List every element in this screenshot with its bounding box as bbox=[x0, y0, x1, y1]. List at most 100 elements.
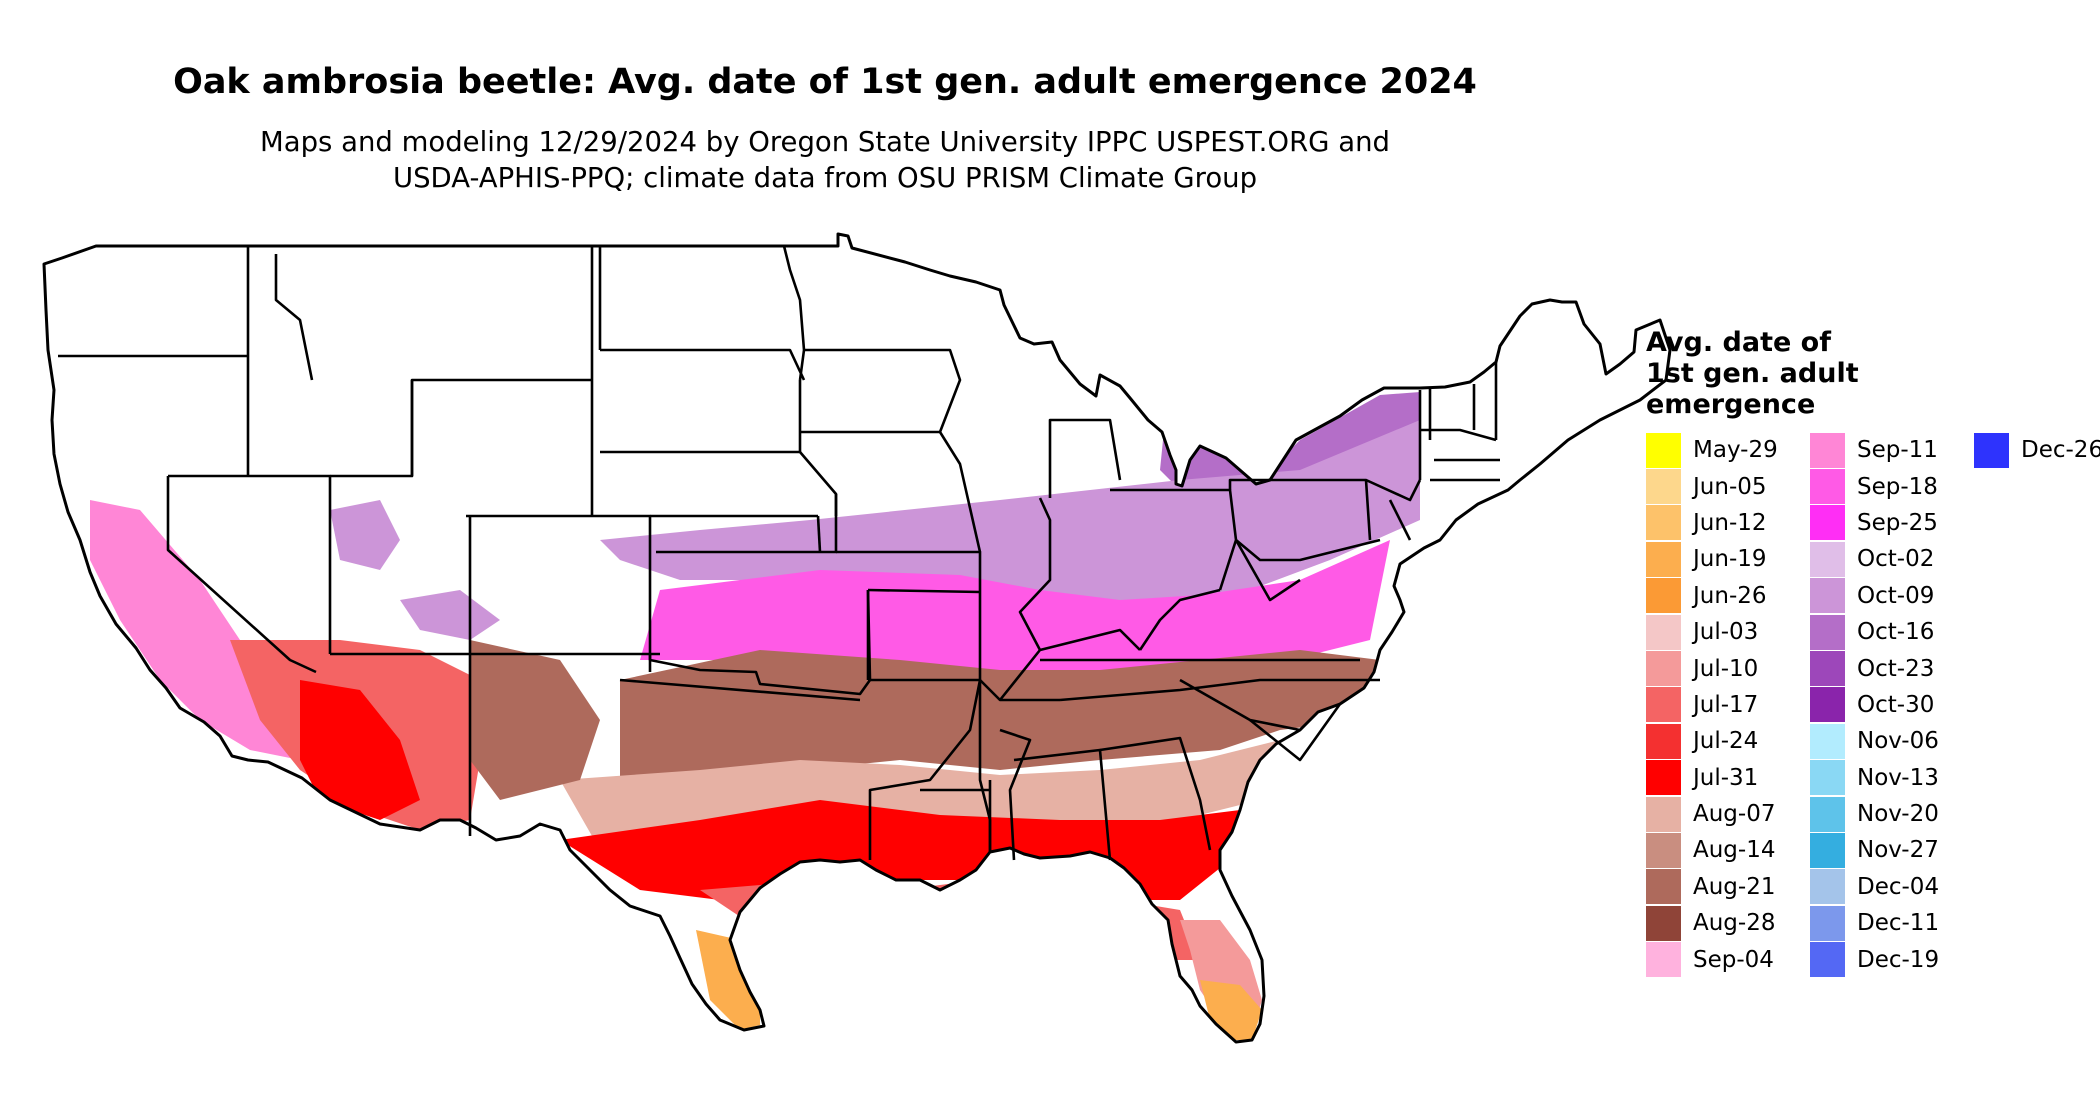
legend-label: Dec-26 bbox=[2021, 437, 2100, 464]
legend-item: Sep-04 bbox=[1646, 941, 1810, 978]
legend-item: Jul-03 bbox=[1646, 614, 1810, 650]
legend-swatch bbox=[1646, 432, 1681, 468]
legend-item: Dec-19 bbox=[1810, 941, 1974, 978]
legend-label: Sep-11 bbox=[1857, 437, 1938, 464]
legend-swatch bbox=[1810, 869, 1845, 905]
legend-item: Jun-26 bbox=[1646, 578, 1810, 614]
legend-item: Nov-20 bbox=[1810, 796, 1974, 832]
legend-swatch bbox=[1810, 942, 1845, 978]
legend-label: Dec-11 bbox=[1857, 910, 1940, 937]
legend-swatch bbox=[1810, 578, 1845, 614]
legend-item: May-29 bbox=[1646, 432, 1810, 468]
legend-swatch bbox=[1810, 723, 1845, 759]
legend-swatch bbox=[1646, 651, 1681, 687]
legend-swatch bbox=[1646, 687, 1681, 723]
subtitle-line-1: Maps and modeling 12/29/2024 by Oregon S… bbox=[260, 126, 1390, 158]
legend-item: Oct-16 bbox=[1810, 614, 1974, 650]
state-borders bbox=[58, 245, 1500, 861]
legend-swatch bbox=[1646, 942, 1681, 978]
legend-item: Jun-05 bbox=[1646, 468, 1810, 505]
legend-label: Jun-26 bbox=[1693, 582, 1767, 609]
legend-item: Aug-21 bbox=[1646, 869, 1810, 905]
legend-label: Oct-02 bbox=[1857, 546, 1935, 573]
legend-swatch bbox=[1646, 469, 1681, 505]
legend-swatch bbox=[1810, 505, 1845, 541]
legend-swatch bbox=[1810, 687, 1845, 723]
legend-label: Aug-07 bbox=[1693, 801, 1776, 828]
legend-item: Dec-04 bbox=[1810, 869, 1974, 905]
legend-item: Aug-28 bbox=[1646, 905, 1810, 941]
legend-item: Jul-17 bbox=[1646, 687, 1810, 723]
legend-label: Jul-03 bbox=[1693, 619, 1759, 646]
legend-swatch bbox=[1974, 432, 2009, 468]
legend-item: Sep-18 bbox=[1810, 468, 1974, 505]
legend-swatch bbox=[1646, 905, 1681, 941]
legend-label: Oct-16 bbox=[1857, 619, 1935, 646]
legend-label: May-29 bbox=[1693, 437, 1778, 464]
legend-swatch bbox=[1646, 832, 1681, 868]
legend-swatch bbox=[1810, 541, 1845, 577]
legend-label: Oct-09 bbox=[1857, 582, 1935, 609]
legend-title-line-2: 1st gen. adult bbox=[1646, 358, 1859, 389]
legend-column: Sep-11 Sep-18 Sep-25 Oct-02 Oct-09 Oct-16 Oct-… bbox=[1810, 432, 1974, 978]
legend-label: Aug-21 bbox=[1693, 873, 1776, 900]
legend-swatch bbox=[1810, 651, 1845, 687]
legend-label: Dec-19 bbox=[1857, 946, 1940, 973]
legend-swatch bbox=[1810, 760, 1845, 796]
legend-item: Aug-14 bbox=[1646, 832, 1810, 868]
legend-item: Oct-02 bbox=[1810, 541, 1974, 577]
legend-label: Dec-04 bbox=[1857, 873, 1940, 900]
legend-label: Nov-13 bbox=[1857, 764, 1939, 791]
legend-label: Jun-19 bbox=[1693, 546, 1767, 573]
legend-item: Oct-09 bbox=[1810, 578, 1974, 614]
legend-label: Aug-28 bbox=[1693, 910, 1776, 937]
legend-swatch bbox=[1810, 832, 1845, 868]
legend-item: Jun-12 bbox=[1646, 505, 1810, 541]
legend-item: Jun-19 bbox=[1646, 541, 1810, 577]
legend-title: Avg. date of 1st gen. adult emergence bbox=[1646, 327, 2100, 420]
legend-swatch bbox=[1646, 869, 1681, 905]
legend-label: Oct-30 bbox=[1857, 691, 1935, 718]
legend-item: Aug-07 bbox=[1646, 796, 1810, 832]
legend-swatch bbox=[1810, 905, 1845, 941]
legend-swatch bbox=[1646, 760, 1681, 796]
legend-swatch bbox=[1810, 469, 1845, 505]
legend-column: Dec-26 bbox=[1974, 432, 2100, 468]
subtitle-line-2: USDA-APHIS-PPQ; climate data from OSU PR… bbox=[392, 162, 1258, 194]
legend-item: Oct-23 bbox=[1810, 650, 1974, 687]
legend-item: Sep-11 bbox=[1810, 432, 1974, 468]
legend-label: Nov-27 bbox=[1857, 837, 1939, 864]
legend-swatch bbox=[1646, 578, 1681, 614]
legend-label: Jun-12 bbox=[1693, 509, 1767, 536]
legend-label: Jul-17 bbox=[1693, 691, 1759, 718]
legend-label: Jul-24 bbox=[1693, 728, 1759, 755]
legend-item: Nov-27 bbox=[1810, 832, 1974, 868]
legend-label: Aug-14 bbox=[1693, 837, 1776, 864]
legend-item: Dec-26 bbox=[1974, 432, 2100, 468]
legend-label: Sep-04 bbox=[1693, 946, 1774, 973]
legend-swatch bbox=[1810, 614, 1845, 650]
legend-item: Jul-24 bbox=[1646, 723, 1810, 759]
legend-swatch bbox=[1646, 723, 1681, 759]
legend-item: Nov-13 bbox=[1810, 760, 1974, 796]
legend-swatch bbox=[1646, 505, 1681, 541]
legend-columns: May-29 Jun-05 Jun-12 Jun-19 Jun-26 Jul-03 Jul-… bbox=[1646, 432, 2100, 978]
legend-label: Jun-05 bbox=[1693, 473, 1767, 500]
legend-item: Jul-10 bbox=[1646, 650, 1810, 687]
legend-label: Sep-18 bbox=[1857, 473, 1938, 500]
legend-item: Sep-25 bbox=[1810, 505, 1974, 541]
legend-swatch bbox=[1810, 796, 1845, 832]
legend: Avg. date of 1st gen. adult emergence Ma… bbox=[1646, 327, 2100, 978]
map-subtitle: Maps and modeling 12/29/2024 by Oregon S… bbox=[0, 124, 1650, 196]
map-title: Oak ambrosia beetle: Avg. date of 1st ge… bbox=[173, 62, 1477, 102]
legend-label: Sep-25 bbox=[1857, 509, 1938, 536]
legend-title-line-3: emergence bbox=[1646, 389, 1816, 420]
legend-title-line-1: Avg. date of bbox=[1646, 327, 1831, 358]
legend-column: May-29 Jun-05 Jun-12 Jun-19 Jun-26 Jul-03 Jul-… bbox=[1646, 432, 1810, 978]
legend-swatch bbox=[1646, 541, 1681, 577]
legend-label: Jul-10 bbox=[1693, 655, 1759, 682]
legend-item: Dec-11 bbox=[1810, 905, 1974, 941]
legend-item: Jul-31 bbox=[1646, 760, 1810, 796]
legend-swatch bbox=[1810, 432, 1845, 468]
